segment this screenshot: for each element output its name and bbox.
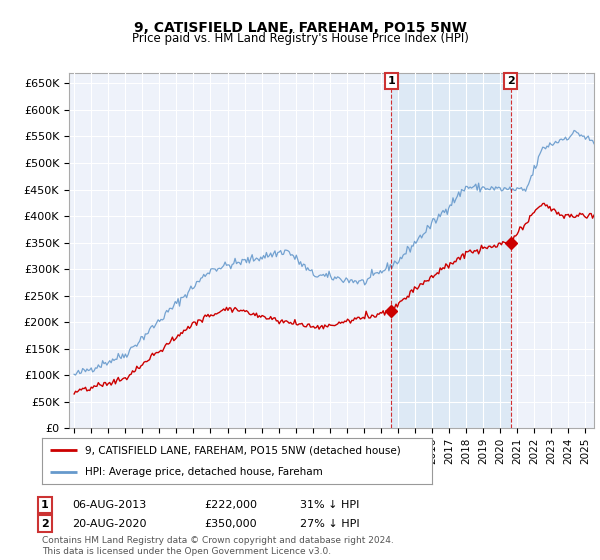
Text: 2: 2 [41, 519, 49, 529]
Text: 9, CATISFIELD LANE, FAREHAM, PO15 5NW: 9, CATISFIELD LANE, FAREHAM, PO15 5NW [134, 21, 466, 35]
Text: £222,000: £222,000 [204, 500, 257, 510]
Text: 1: 1 [388, 76, 395, 86]
Text: 9, CATISFIELD LANE, FAREHAM, PO15 5NW (detached house): 9, CATISFIELD LANE, FAREHAM, PO15 5NW (d… [85, 445, 401, 455]
Text: Contains HM Land Registry data © Crown copyright and database right 2024.
This d: Contains HM Land Registry data © Crown c… [42, 536, 394, 556]
Text: Price paid vs. HM Land Registry's House Price Index (HPI): Price paid vs. HM Land Registry's House … [131, 32, 469, 45]
Text: 27% ↓ HPI: 27% ↓ HPI [300, 519, 359, 529]
Text: HPI: Average price, detached house, Fareham: HPI: Average price, detached house, Fare… [85, 467, 323, 477]
Text: 31% ↓ HPI: 31% ↓ HPI [300, 500, 359, 510]
Text: 06-AUG-2013: 06-AUG-2013 [72, 500, 146, 510]
Text: 2: 2 [507, 76, 515, 86]
Text: £350,000: £350,000 [204, 519, 257, 529]
Text: 1: 1 [41, 500, 49, 510]
Text: 20-AUG-2020: 20-AUG-2020 [72, 519, 146, 529]
Bar [391, 73, 511, 428]
